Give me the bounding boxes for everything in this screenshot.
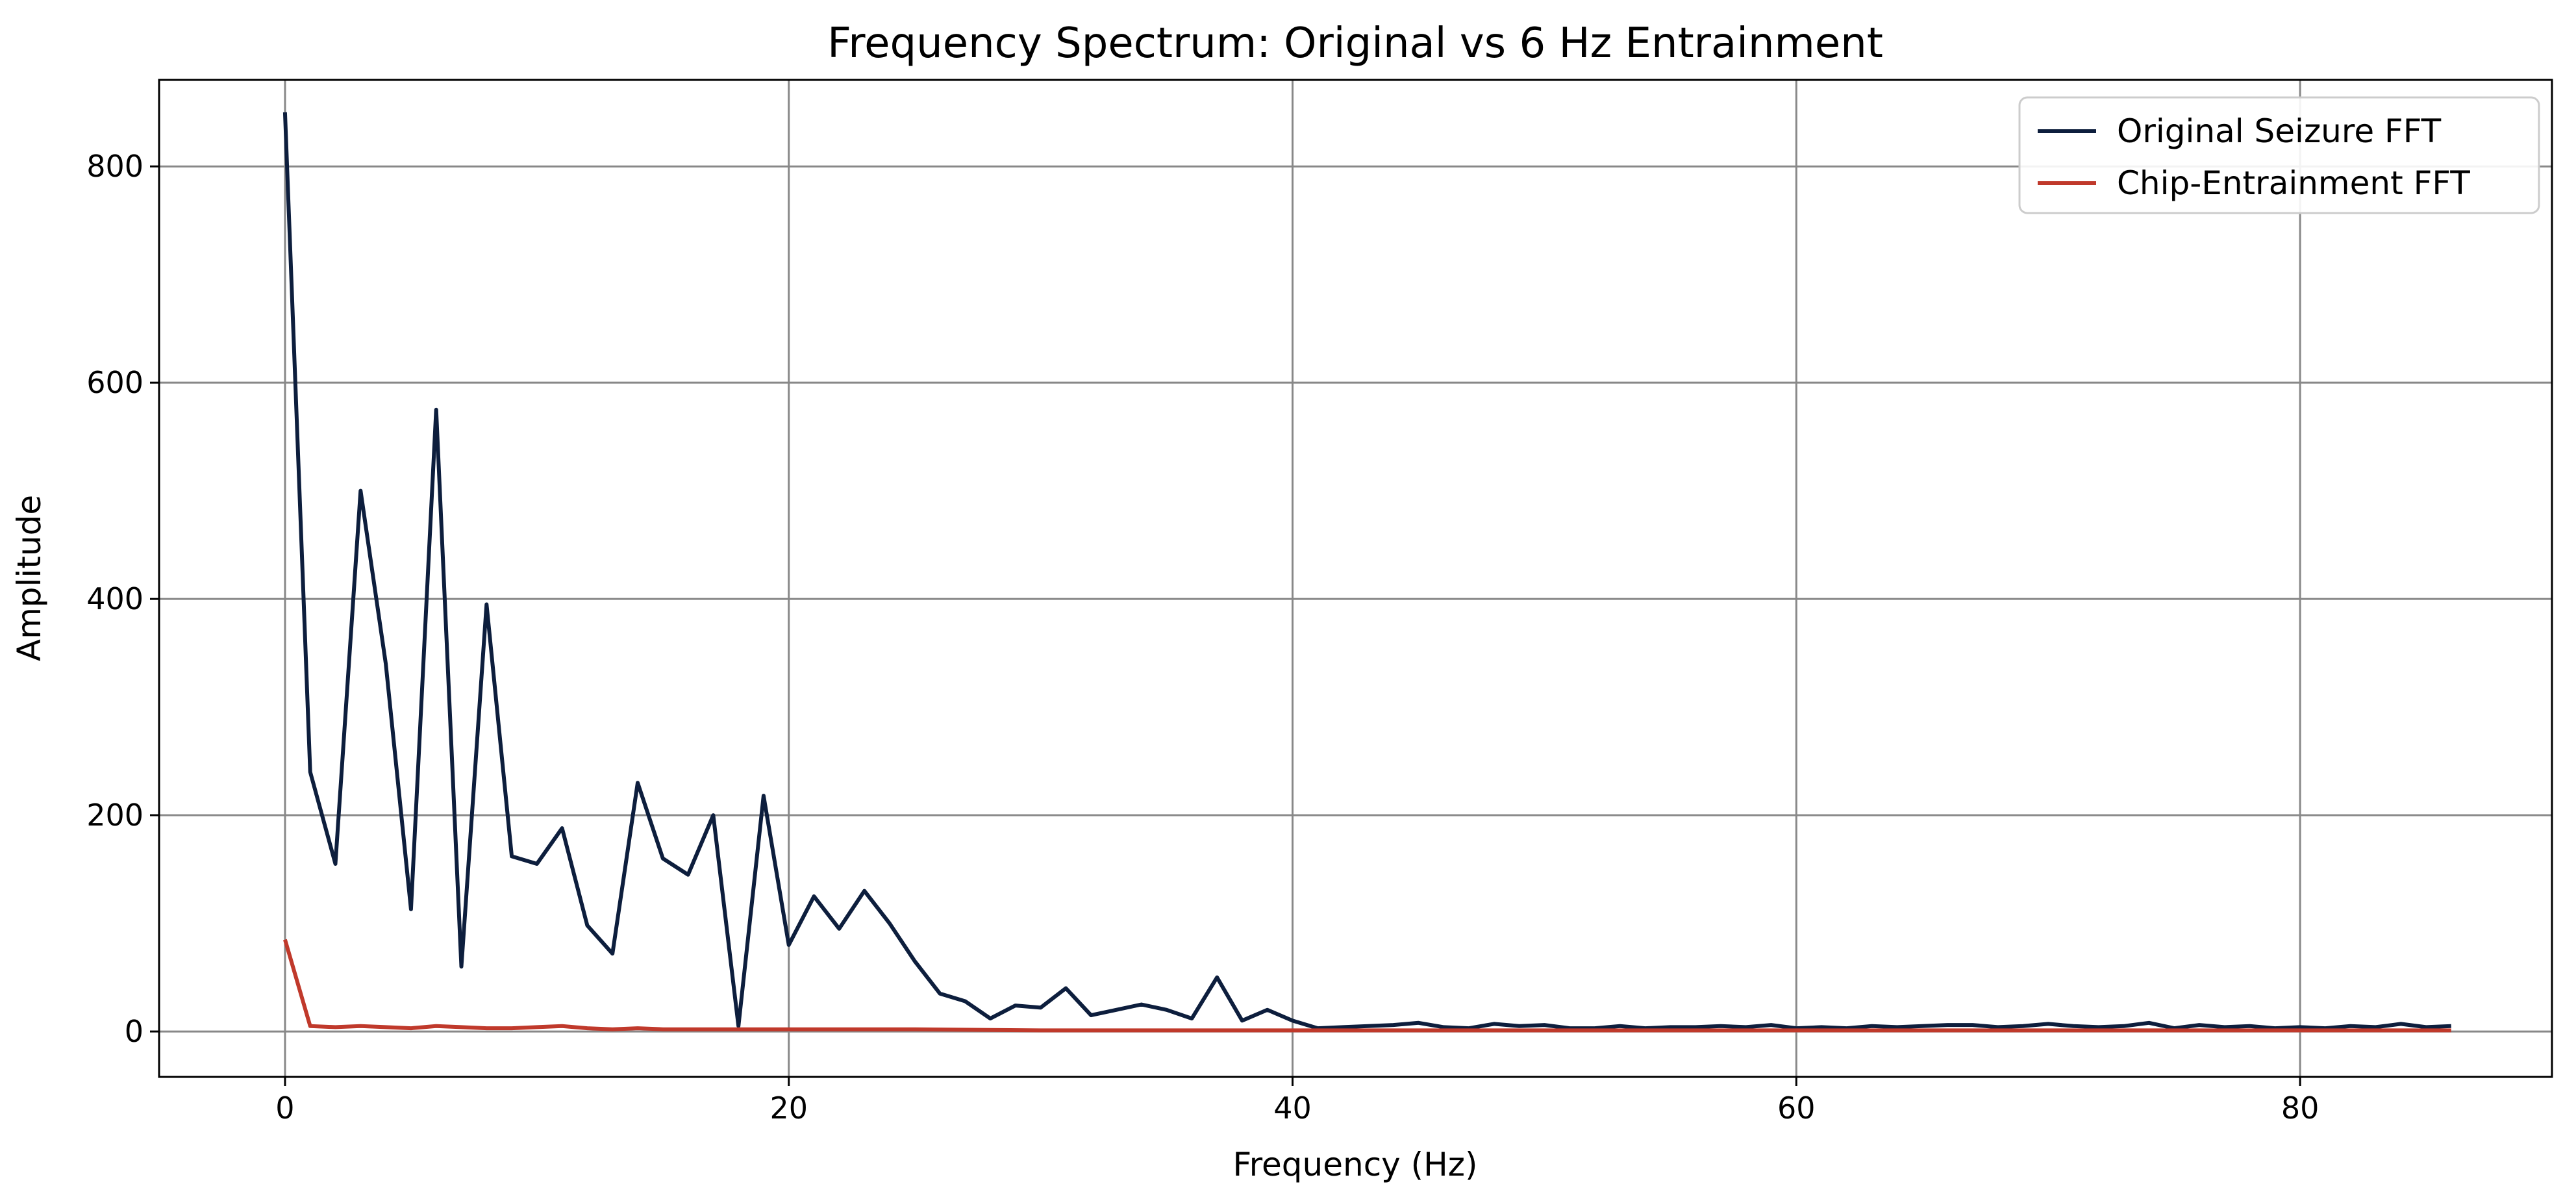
series-line-chip-entrainment-fft <box>283 939 2451 1033</box>
plot-frame <box>158 79 2553 1078</box>
x-tick-label: 60 <box>1777 1091 1816 1126</box>
y-axis-label: Amplitude <box>10 495 48 661</box>
y-tick-label: 200 <box>86 798 144 833</box>
y-tick-label: 400 <box>86 581 144 616</box>
legend-box <box>2018 96 2540 214</box>
x-tick-label: 0 <box>275 1091 294 1126</box>
x-tick-label: 20 <box>769 1091 808 1126</box>
series-layer <box>282 112 2451 1033</box>
legend: Original Seizure FFT Chip-Entrainment FFT <box>2018 96 2540 214</box>
legend-label: Original Seizure FFT <box>2117 112 2442 150</box>
legend-label: Chip-Entrainment FFT <box>2117 164 2470 202</box>
x-tick-label: 80 <box>2281 1091 2320 1126</box>
x-axis-label: Frequency (Hz) <box>1232 1146 1477 1183</box>
y-tick-label: 0 <box>125 1014 144 1049</box>
x-tick-label: 40 <box>1273 1091 1312 1126</box>
series-line-original-seizure-fft <box>282 112 2451 1031</box>
y-tick-label: 600 <box>86 365 144 400</box>
chart-title: Frequency Spectrum: Original vs 6 Hz Ent… <box>827 19 1883 68</box>
y-tick-label: 800 <box>86 149 144 184</box>
